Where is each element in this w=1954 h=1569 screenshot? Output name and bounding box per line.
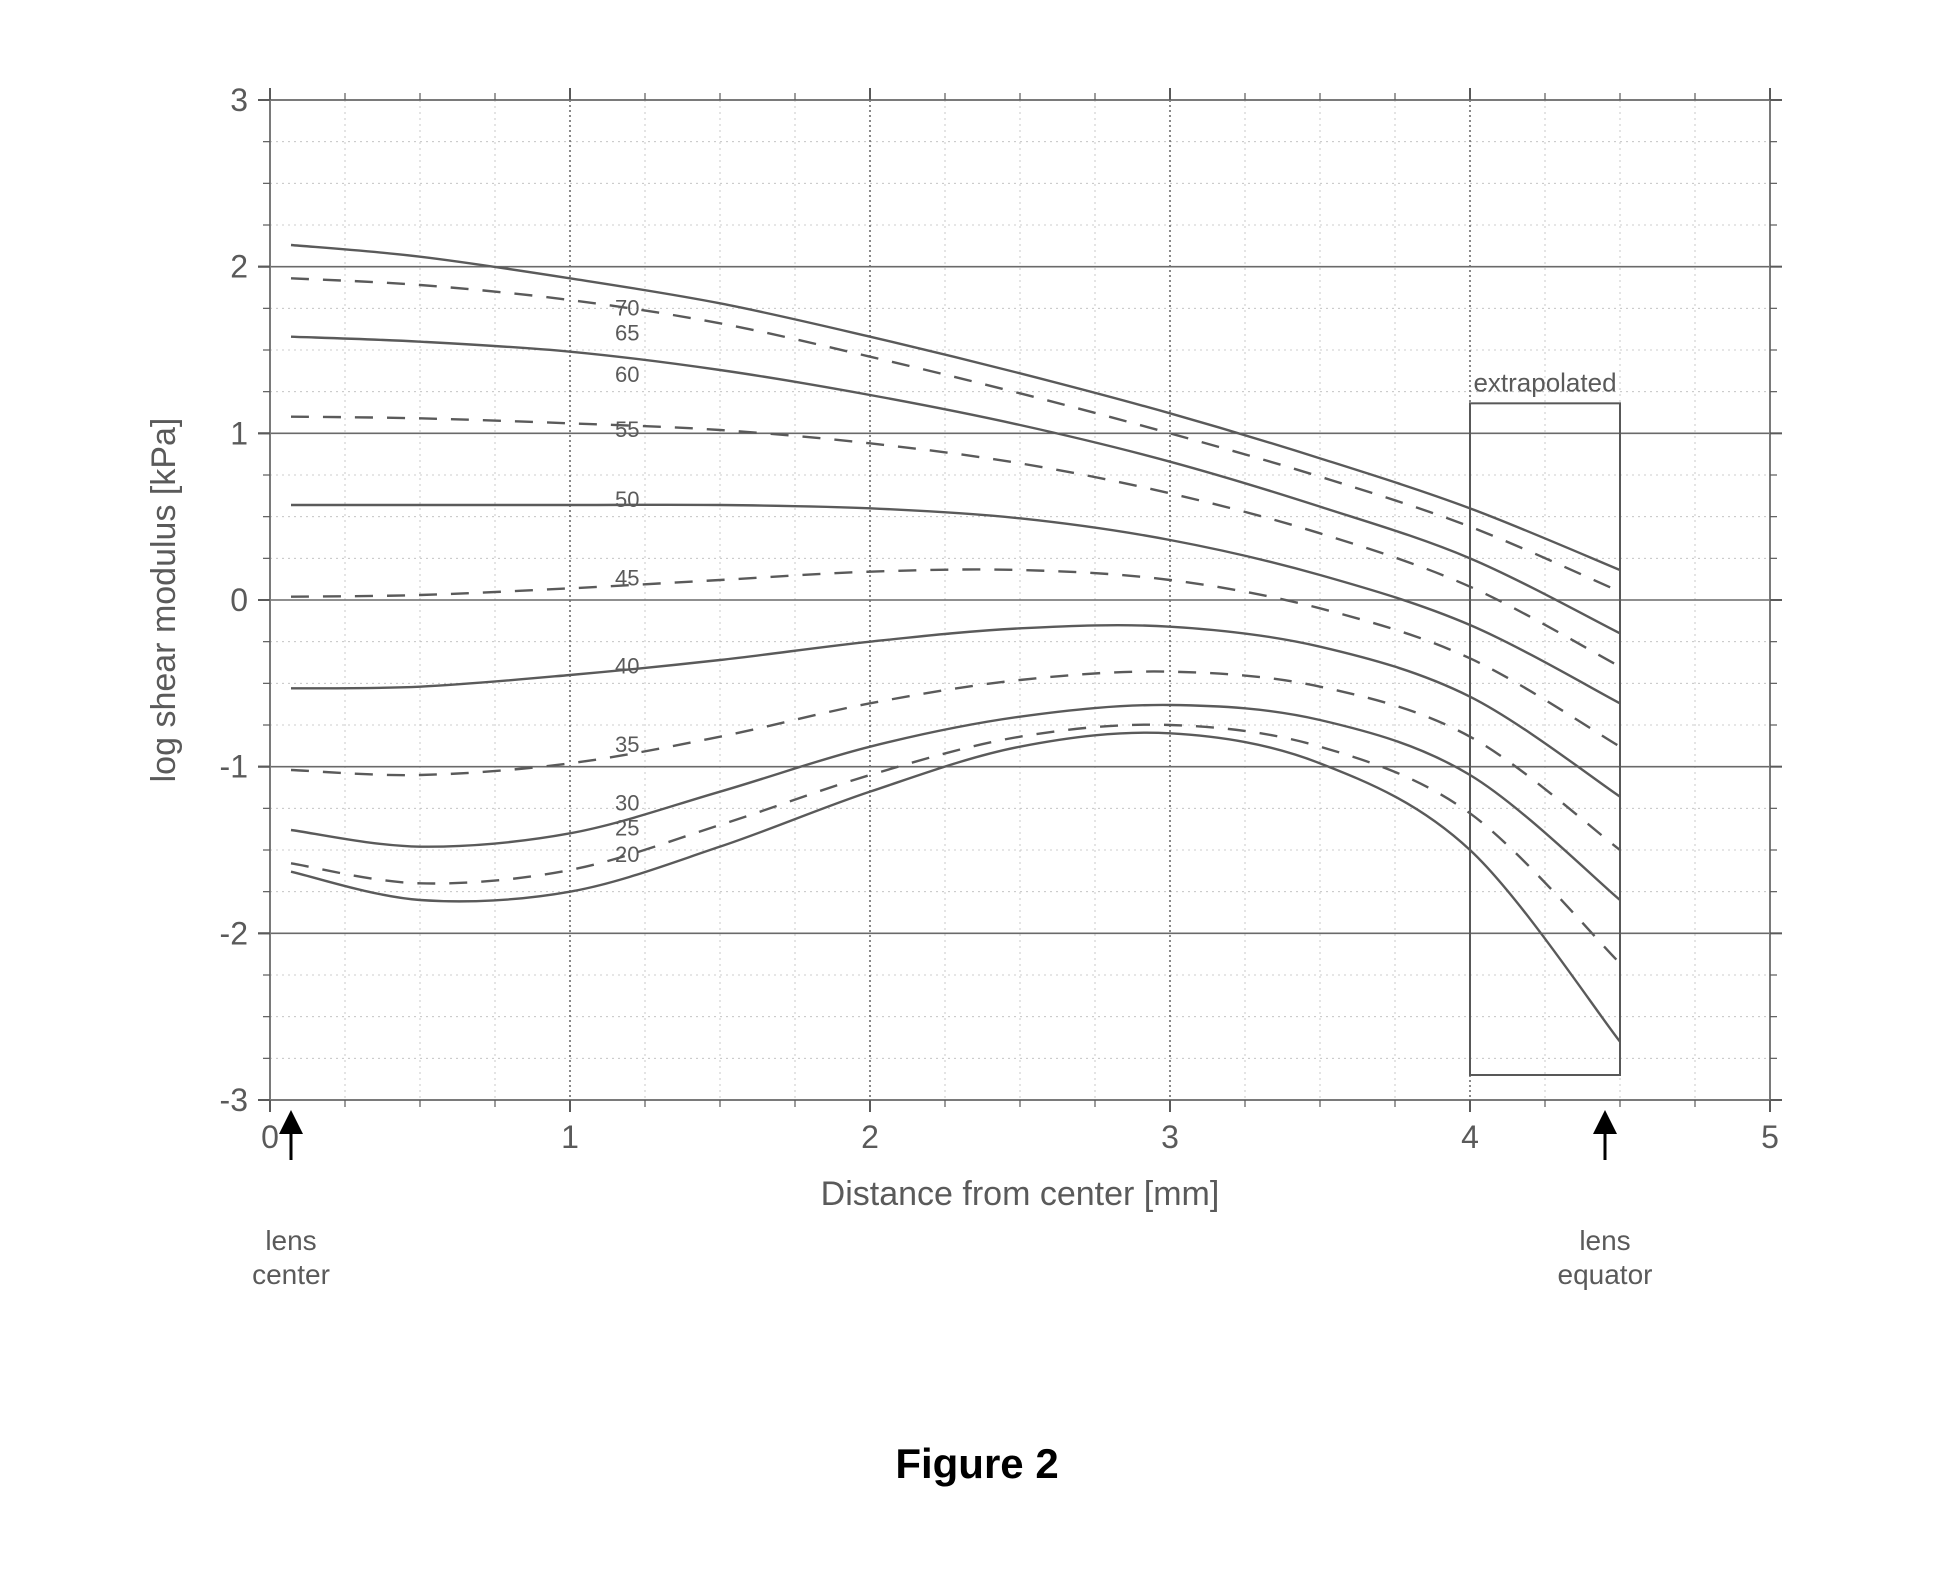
series-label-35: 35 [615,732,639,757]
page: 012345-3-2-10123Distance from center [mm… [0,0,1954,1569]
figure-caption: Figure 2 [0,1440,1954,1488]
series-label-25: 25 [615,815,639,840]
y-tick-label: -1 [220,749,248,785]
y-axis-label: log shear modulus [kPa] [145,418,183,783]
y-tick-label: 0 [230,582,248,618]
series-label-40: 40 [615,654,639,679]
y-tick-label: 2 [230,249,248,285]
y-tick-label: 3 [230,82,248,118]
y-tick-label: 1 [230,415,248,451]
series-label-60: 60 [615,362,639,387]
lens-equator-label: equator [1558,1259,1653,1290]
x-tick-label: 5 [1761,1119,1779,1155]
lens-equator-label: lens [1579,1225,1630,1256]
y-tick-label: -2 [220,915,248,951]
series-label-45: 45 [615,565,639,590]
x-tick-label: 4 [1461,1119,1479,1155]
series-label-65: 65 [615,320,639,345]
chart-container: 012345-3-2-10123Distance from center [mm… [140,70,1840,1350]
series-label-55: 55 [615,417,639,442]
x-tick-label: 2 [861,1119,879,1155]
lens-center-label: center [252,1259,330,1290]
lens-center-label: lens [265,1225,316,1256]
series-label-30: 30 [615,790,639,815]
x-tick-label: 1 [561,1119,579,1155]
extrapolated-label: extrapolated [1473,368,1616,398]
x-tick-label: 0 [261,1119,279,1155]
series-label-20: 20 [615,842,639,867]
chart-svg: 012345-3-2-10123Distance from center [mm… [140,70,1840,1350]
x-axis-label: Distance from center [mm] [821,1175,1220,1213]
y-tick-label: -3 [220,1082,248,1118]
x-tick-label: 3 [1161,1119,1179,1155]
series-label-50: 50 [615,487,639,512]
